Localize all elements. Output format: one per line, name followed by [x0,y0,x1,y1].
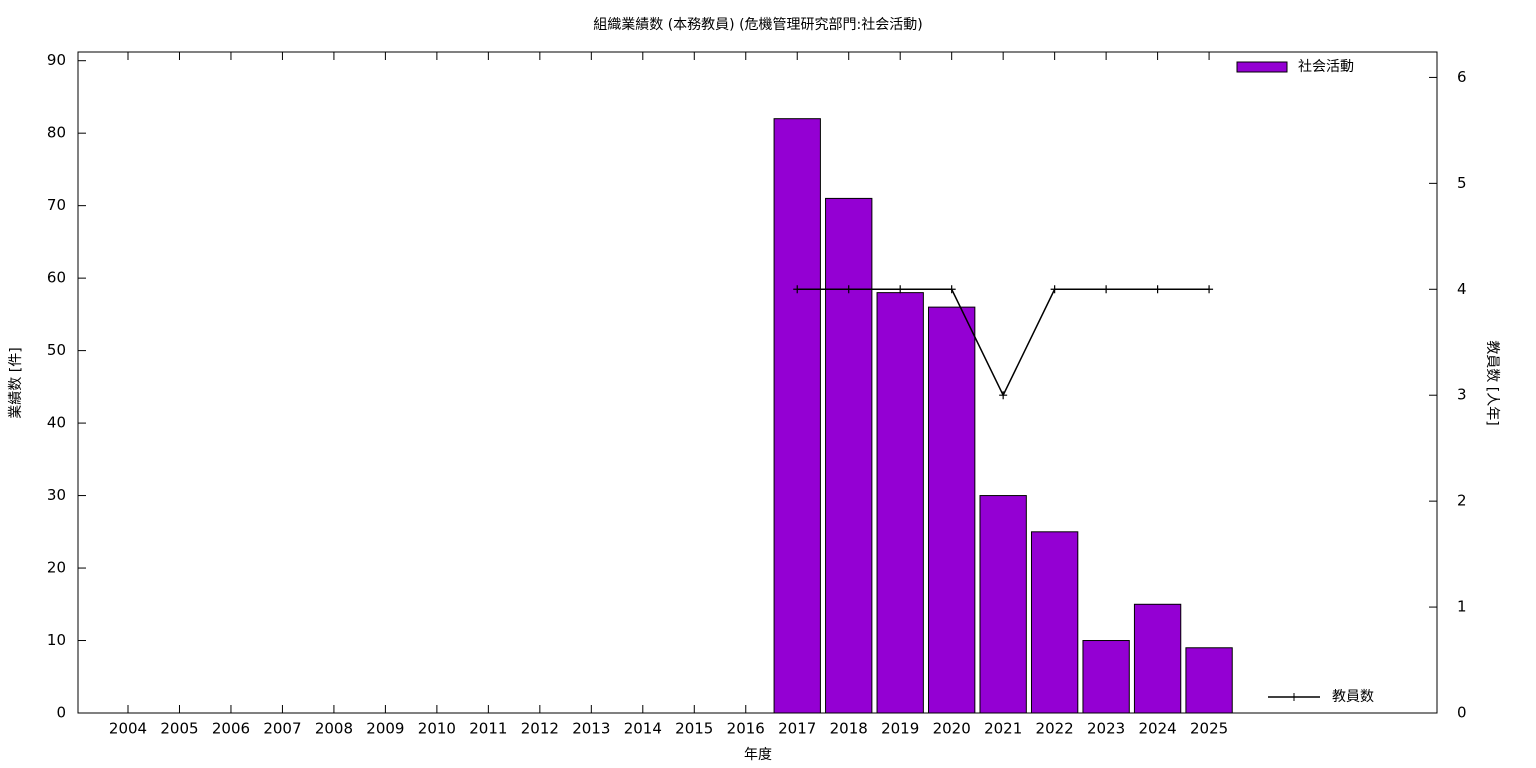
x-tick-label: 2008 [315,720,353,738]
line-point [1102,285,1111,294]
x-axis-label: 年度 [744,747,772,763]
y2-tick-label: 4 [1457,280,1467,298]
line-point [1153,285,1162,294]
bar [1185,647,1233,714]
y-tick-label: 40 [47,414,66,432]
line-point [793,285,802,294]
y-tick-label: 70 [47,196,66,214]
y2-tick-label: 1 [1457,598,1467,616]
y-axis-label: 業績数 [件] [8,347,24,418]
line-point [844,285,853,294]
line-point [947,285,956,294]
x-tick-label: 2010 [418,720,456,738]
x-tick-label: 2018 [830,720,868,738]
legend-label: 教員数 [1332,689,1374,705]
bar [825,197,873,714]
y2-tick-label: 3 [1457,386,1467,404]
y-tick-label: 30 [47,486,66,504]
x-tick-label: 2006 [212,720,250,738]
x-tick-label: 2016 [727,720,765,738]
y-tick-label: 60 [47,269,66,287]
y-tick-label: 20 [47,559,66,577]
line-point [896,285,905,294]
bar [1082,640,1130,714]
legend-label: 社会活動 [1298,59,1354,75]
x-tick-label: 2014 [624,720,662,738]
y-tick-label: 90 [47,51,66,69]
y2-tick-label: 0 [1457,704,1467,722]
x-tick-label: 2012 [521,720,559,738]
plot-frame [77,51,1438,714]
bar [876,292,924,714]
x-tick-label: 2023 [1087,720,1125,738]
x-tick-label: 2009 [366,720,404,738]
y-tick-label: 0 [56,704,66,722]
y2-axis-label: 教員数 [人年] [1484,340,1500,425]
x-tick-label: 2019 [881,720,919,738]
line-point [999,391,1008,400]
x-tick-label: 2013 [572,720,610,738]
x-tick-label: 2021 [984,720,1022,738]
x-tick-label: 2022 [1036,720,1074,738]
x-tick-label: 2020 [933,720,971,738]
x-tick-label: 2005 [160,720,198,738]
y2-tick-label: 2 [1457,492,1467,510]
x-tick-label: 2025 [1190,720,1228,738]
x-tick-label: 2024 [1139,720,1177,738]
x-tick-label: 2015 [675,720,713,738]
x-tick-label: 2007 [263,720,301,738]
line-point [1050,285,1059,294]
y2-tick-label: 5 [1457,174,1467,192]
y-tick-label: 80 [47,124,66,142]
y-tick-label: 50 [47,341,66,359]
chart-title: 組織業績数 (本務教員) (危機管理研究部門:社会活動) [593,17,922,33]
line-point [1205,285,1214,294]
bar [928,306,976,714]
x-tick-label: 2017 [778,720,816,738]
legend-swatch [1236,61,1288,73]
bar [773,118,821,714]
bar [979,495,1027,714]
x-tick-label: 2004 [109,720,147,738]
y-tick-label: 10 [47,631,66,649]
bar [1030,531,1079,714]
x-tick-label: 2011 [469,720,507,738]
y2-tick-label: 6 [1457,68,1467,86]
bar [1133,603,1182,714]
